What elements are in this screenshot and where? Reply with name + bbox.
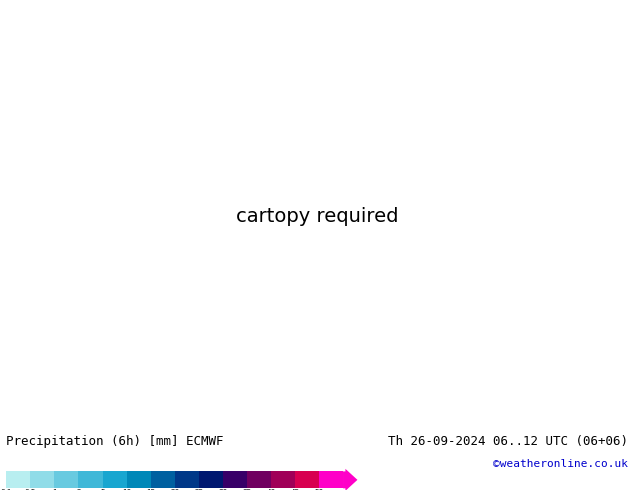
Bar [295, 471, 319, 489]
Bar [247, 471, 271, 489]
Bar [30, 471, 55, 489]
Bar [103, 471, 127, 489]
Bar [151, 471, 175, 489]
Bar [175, 471, 198, 489]
Text: cartopy required: cartopy required [236, 207, 398, 226]
Bar [55, 471, 79, 489]
Text: Precipitation (6h) [mm] ECMWF: Precipitation (6h) [mm] ECMWF [6, 435, 224, 448]
Bar [271, 471, 295, 489]
FancyArrow shape [343, 469, 358, 490]
Text: Th 26-09-2024 06..12 UTC (06+06): Th 26-09-2024 06..12 UTC (06+06) [387, 435, 628, 448]
Text: ©weatheronline.co.uk: ©weatheronline.co.uk [493, 459, 628, 469]
Bar [319, 471, 343, 489]
Bar [198, 471, 223, 489]
Bar [6, 471, 30, 489]
Bar [127, 471, 151, 489]
Bar [223, 471, 247, 489]
Bar [79, 471, 103, 489]
